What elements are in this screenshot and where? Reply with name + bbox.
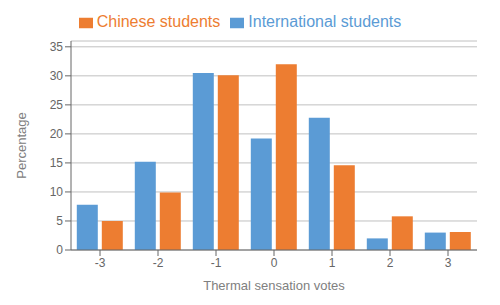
svg-text:10: 10 — [50, 185, 64, 199]
svg-text:3: 3 — [445, 256, 452, 270]
svg-text:Thermal sensation votes: Thermal sensation votes — [203, 278, 345, 293]
svg-text:2: 2 — [387, 256, 394, 270]
svg-text:-3: -3 — [95, 256, 106, 270]
svg-text:-2: -2 — [153, 256, 164, 270]
svg-text:1: 1 — [329, 256, 336, 270]
svg-text:15: 15 — [50, 156, 64, 170]
svg-text:20: 20 — [50, 127, 64, 141]
svg-text:30: 30 — [50, 69, 64, 83]
svg-text:0: 0 — [271, 256, 278, 270]
svg-text:25: 25 — [50, 98, 64, 112]
svg-text:-1: -1 — [211, 256, 222, 270]
html-text:Chinese students: Chinese students — [96, 13, 221, 30]
svg-text:0: 0 — [56, 243, 63, 257]
html-text:International students: International students — [248, 13, 402, 30]
svg-text:35: 35 — [50, 40, 64, 54]
svg-text:Percentage: Percentage — [14, 112, 29, 179]
svg-text:5: 5 — [56, 214, 63, 228]
